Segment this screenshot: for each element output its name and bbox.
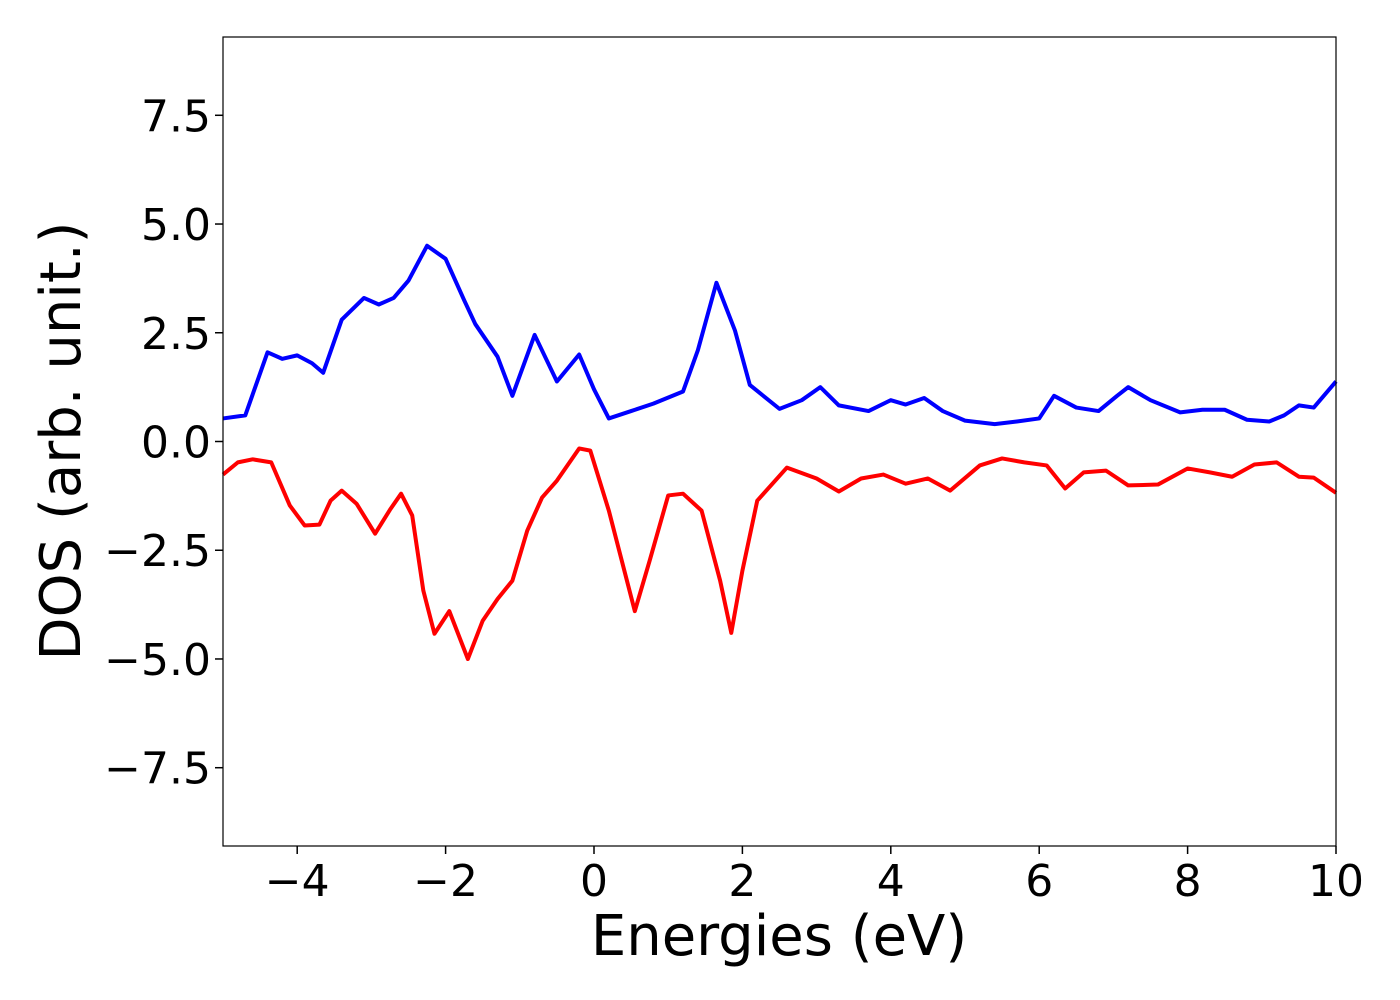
x-tick-label: 8 bbox=[1174, 856, 1202, 907]
y-tick-label: 5.0 bbox=[141, 200, 211, 251]
x-tick-label: 4 bbox=[877, 856, 905, 907]
y-axis-label: DOS (arb. unit.) bbox=[29, 221, 94, 660]
data-line bbox=[221, 446, 1338, 661]
y-tick-label: 0.0 bbox=[141, 418, 211, 469]
y-tick-label: −5.0 bbox=[104, 635, 211, 686]
y-tick-label: −7.5 bbox=[104, 744, 211, 795]
y-tick-label: 7.5 bbox=[141, 91, 211, 142]
plot-frame bbox=[222, 36, 1337, 847]
x-tick-label: −4 bbox=[265, 856, 330, 907]
x-tick-label: 10 bbox=[1308, 856, 1364, 907]
y-tick-label: −2.5 bbox=[104, 526, 211, 577]
y-tick-label: 2.5 bbox=[141, 309, 211, 360]
x-tick-label: −2 bbox=[413, 856, 478, 907]
x-tick-label: 6 bbox=[1025, 856, 1053, 907]
x-tick-label: 2 bbox=[728, 856, 756, 907]
x-axis-label: Energies (eV) bbox=[591, 904, 967, 969]
data-line bbox=[222, 243, 1338, 427]
x-tick-label: 0 bbox=[580, 856, 608, 907]
